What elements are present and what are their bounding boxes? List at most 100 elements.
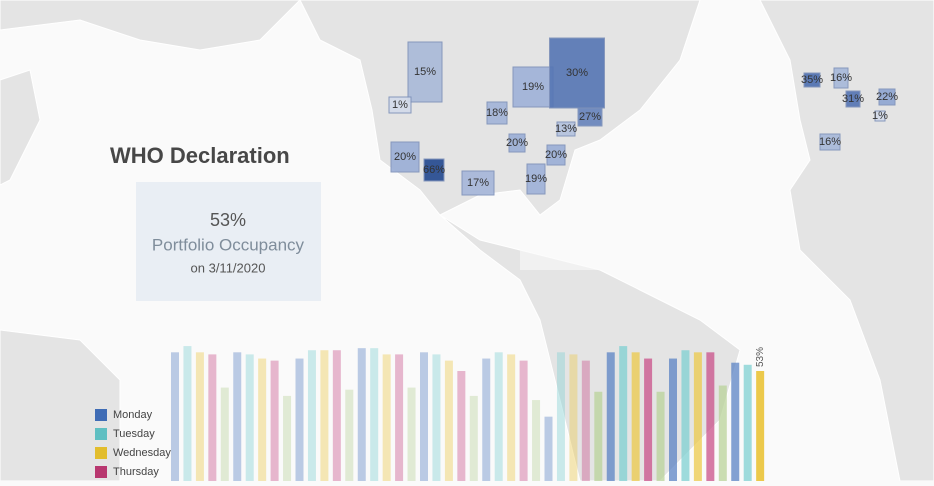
region-label: 19% xyxy=(525,173,547,185)
region-label: 20% xyxy=(394,151,416,163)
title: WHO Declaration xyxy=(110,143,290,168)
bar xyxy=(631,352,640,481)
bar xyxy=(208,354,217,481)
bar xyxy=(556,352,565,481)
bar xyxy=(320,350,329,481)
map-region xyxy=(461,170,495,196)
map-region xyxy=(577,107,603,127)
bar xyxy=(581,360,590,481)
value-label: 53% xyxy=(755,347,766,367)
kpi-card xyxy=(136,182,321,301)
bar xyxy=(283,395,292,481)
map-region xyxy=(549,37,605,109)
region-label: 35% xyxy=(801,74,823,86)
bar xyxy=(693,352,702,481)
region-label: 27% xyxy=(579,111,601,123)
bar xyxy=(245,354,254,481)
bar xyxy=(681,350,690,481)
region-label: 15% xyxy=(414,66,436,78)
map-region xyxy=(512,66,554,108)
region-label: 30% xyxy=(566,67,588,79)
map-region xyxy=(878,88,896,106)
map-regions: 15% 19% 30% 1% 18% 27%13% 20% 20% 20% 66% 17% 19% 35… xyxy=(388,37,898,196)
bar xyxy=(183,346,192,481)
region-label: 19% xyxy=(522,81,544,93)
bar xyxy=(644,358,653,481)
bar xyxy=(756,371,765,481)
bar xyxy=(494,352,503,481)
map-region xyxy=(423,158,445,182)
bar xyxy=(332,350,341,481)
bar xyxy=(233,352,242,481)
region-label: 66% xyxy=(423,164,445,176)
bar xyxy=(532,400,541,481)
bar xyxy=(432,354,441,481)
map-region xyxy=(526,163,546,195)
map-region xyxy=(833,67,849,89)
map-region xyxy=(407,41,443,103)
bar xyxy=(195,352,204,481)
map-region xyxy=(390,141,420,173)
bar xyxy=(420,352,428,481)
kpi-date: on 3/11/2020 xyxy=(191,260,266,275)
map-region xyxy=(874,110,886,122)
bar xyxy=(569,354,578,481)
legend-swatch xyxy=(95,447,107,459)
legend-label: Tuesday xyxy=(113,428,155,440)
map-region xyxy=(556,121,576,137)
map-region xyxy=(546,144,566,166)
region-label: 17% xyxy=(467,177,489,189)
legend: Monday Tuesday Wednesday Thursday xyxy=(95,409,171,478)
bar xyxy=(382,354,391,481)
region-label: 16% xyxy=(819,136,841,148)
bar xyxy=(407,387,416,481)
bar xyxy=(544,416,553,481)
region-label: 13% xyxy=(555,123,577,135)
bar xyxy=(307,350,316,481)
region-label: 31% xyxy=(842,93,864,105)
region-label: 20% xyxy=(506,137,528,149)
region-label: 16% xyxy=(830,72,852,84)
bar xyxy=(444,360,453,481)
bar xyxy=(743,364,752,481)
bar xyxy=(594,391,603,481)
region-label: 1% xyxy=(392,99,408,111)
map-region xyxy=(388,96,412,114)
bar xyxy=(258,358,267,481)
bar xyxy=(669,358,677,481)
bar xyxy=(606,352,615,481)
bar xyxy=(220,387,229,481)
bar xyxy=(507,354,516,481)
bar xyxy=(619,346,628,481)
legend-label: Wednesday xyxy=(113,447,171,459)
region-label: 1% xyxy=(872,110,888,122)
map-region xyxy=(508,133,526,153)
kpi-value: 53% xyxy=(210,210,246,230)
bar xyxy=(270,360,279,481)
bar xyxy=(656,391,665,481)
bar xyxy=(370,348,379,481)
region-label: 22% xyxy=(876,91,898,103)
region-label: 20% xyxy=(545,149,567,161)
legend-swatch xyxy=(95,409,107,421)
bar xyxy=(357,348,366,481)
legend-swatch xyxy=(95,466,107,478)
bar xyxy=(482,358,491,481)
legend-label: Thursday xyxy=(113,466,159,478)
map-region xyxy=(803,72,821,88)
bar xyxy=(469,395,478,481)
bar xyxy=(706,352,715,481)
region-label: 18% xyxy=(486,107,508,119)
bar xyxy=(395,354,404,481)
bar xyxy=(295,358,304,481)
map-region xyxy=(819,133,841,151)
map-region xyxy=(486,101,508,125)
kpi-label: Portfolio Occupancy xyxy=(152,235,305,254)
bar xyxy=(171,352,179,481)
map-region xyxy=(845,90,861,108)
legend-swatch xyxy=(95,428,107,440)
bar xyxy=(457,371,466,481)
bar-chart: 53% xyxy=(171,346,766,481)
